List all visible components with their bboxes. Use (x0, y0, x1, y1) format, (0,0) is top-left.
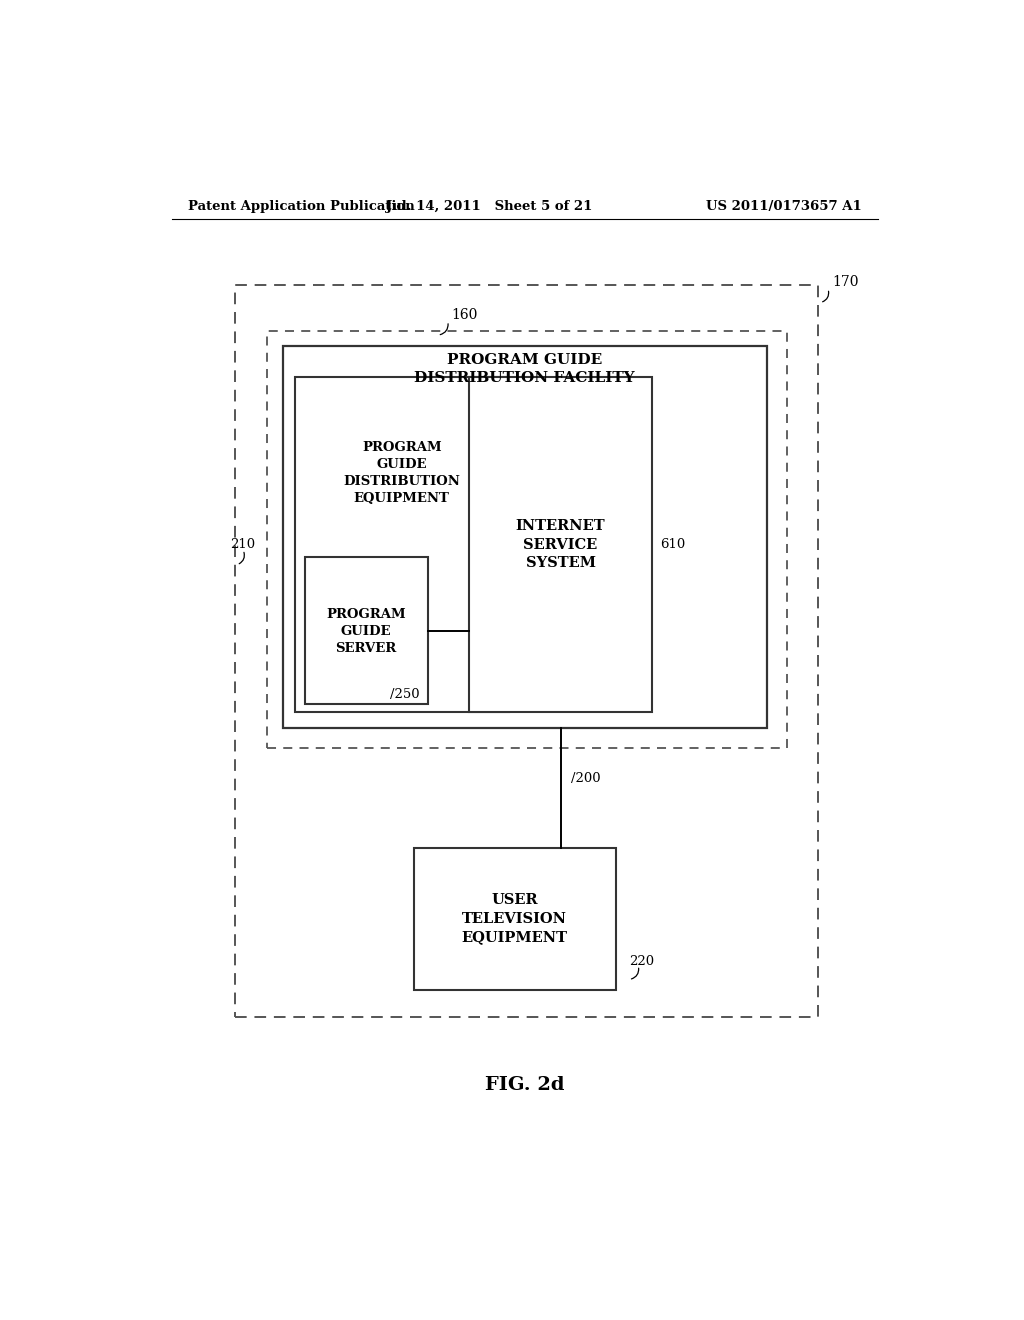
Text: PROGRAM
GUIDE
SERVER: PROGRAM GUIDE SERVER (327, 607, 406, 655)
Text: /200: /200 (570, 772, 600, 785)
Bar (236, 285, 818, 1018)
Text: Patent Application Publication: Patent Application Publication (187, 199, 415, 213)
Text: USER
TELEVISION
EQUIPMENT: USER TELEVISION EQUIPMENT (462, 894, 567, 944)
Text: INTERNET
SERVICE
SYSTEM: INTERNET SERVICE SYSTEM (516, 519, 605, 570)
Text: PROGRAM
GUIDE
DISTRIBUTION
EQUIPMENT: PROGRAM GUIDE DISTRIBUTION EQUIPMENT (343, 441, 460, 506)
Text: /250: /250 (390, 688, 420, 701)
Bar (305, 557, 428, 704)
Bar (267, 331, 786, 748)
Text: 610: 610 (660, 539, 686, 552)
Bar (283, 346, 767, 727)
Text: FIG. 2d: FIG. 2d (485, 1076, 564, 1094)
Bar (414, 847, 616, 990)
Text: 160: 160 (451, 308, 477, 322)
Text: 220: 220 (629, 954, 654, 968)
Bar (295, 378, 509, 713)
Text: 170: 170 (831, 276, 858, 289)
Text: PROGRAM GUIDE
DISTRIBUTION FACILITY: PROGRAM GUIDE DISTRIBUTION FACILITY (415, 352, 635, 385)
Bar (469, 378, 652, 713)
Text: 210: 210 (230, 539, 256, 552)
Text: US 2011/0173657 A1: US 2011/0173657 A1 (707, 199, 862, 213)
Text: Jul. 14, 2011   Sheet 5 of 21: Jul. 14, 2011 Sheet 5 of 21 (386, 199, 592, 213)
